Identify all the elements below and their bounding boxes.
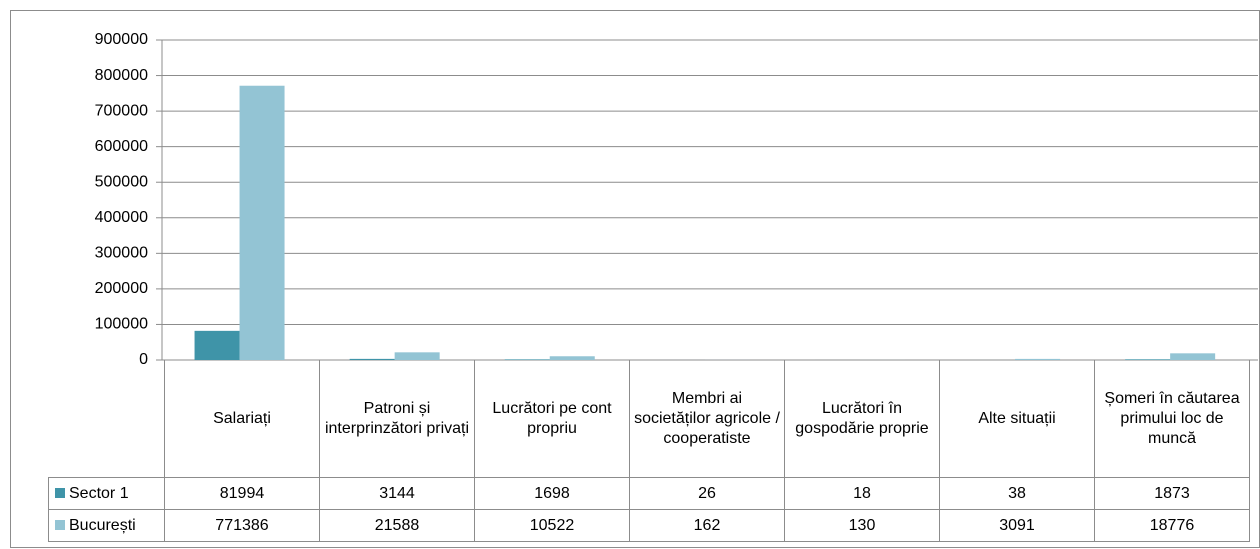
y-tick-label: 800000 xyxy=(95,67,148,84)
series-row: București 771386 21588 10522 162 130 3091 18776 xyxy=(48,509,1250,542)
x-tick-label: Șomeri în căutarea primului loc de muncă xyxy=(1094,360,1250,478)
legend-entry: București xyxy=(48,509,165,542)
table-value: 771386 xyxy=(164,509,320,542)
bar xyxy=(1170,353,1216,360)
table-value: 1698 xyxy=(474,477,630,510)
y-tick-label: 400000 xyxy=(95,209,148,226)
table-value: 3144 xyxy=(319,477,475,510)
table-value: 10522 xyxy=(474,509,630,542)
table-value: 162 xyxy=(629,509,785,542)
y-tick-label: 300000 xyxy=(95,245,148,262)
x-tick-label: Salariați xyxy=(164,360,320,478)
table-value: 18 xyxy=(784,477,940,510)
y-tick-label: 600000 xyxy=(95,138,148,155)
series-row: Sector 1 81994 3144 1698 26 18 38 1873 xyxy=(48,477,1250,510)
table-value: 38 xyxy=(939,477,1095,510)
y-tick-label: 200000 xyxy=(95,280,148,297)
y-tick-label: 500000 xyxy=(95,173,148,190)
bar xyxy=(549,356,595,360)
corner xyxy=(49,360,165,478)
y-tick-label: 0 xyxy=(139,351,148,368)
y-tick-label: 100000 xyxy=(95,316,148,333)
x-tick-label: Lucrători în gospodărie proprie xyxy=(784,360,940,478)
x-tick-label: Patroni și interprinzători privați xyxy=(319,360,475,478)
bar xyxy=(194,330,240,360)
table-value: 81994 xyxy=(164,477,320,510)
bar xyxy=(349,358,395,360)
bar xyxy=(394,352,440,360)
table-value: 21588 xyxy=(319,509,475,542)
table-value: 18776 xyxy=(1094,509,1250,542)
y-tick-label: 900000 xyxy=(95,31,148,48)
legend-label: Sector 1 xyxy=(69,484,129,502)
bar xyxy=(504,359,550,360)
x-tick-label: Alte situații xyxy=(939,360,1095,478)
legend-label: București xyxy=(69,516,136,534)
table-value: 1873 xyxy=(1094,477,1250,510)
data-table: Salariați Patroni și interprinzători priv… xyxy=(48,360,1250,542)
category-row: Salariați Patroni și interprinzători priv… xyxy=(49,360,1250,478)
bar xyxy=(239,85,285,360)
x-tick-label: Lucrători pe cont propriu xyxy=(474,360,630,478)
table-value: 3091 xyxy=(939,509,1095,542)
legend-key xyxy=(55,487,65,498)
bar xyxy=(1125,359,1171,360)
legend-entry: Sector 1 xyxy=(48,477,165,510)
x-tick-label: Membri ai societăților agricole / cooper… xyxy=(629,360,785,478)
legend-key xyxy=(55,519,65,530)
y-tick-label: 700000 xyxy=(95,102,148,119)
table-value: 130 xyxy=(784,509,940,542)
table-value: 26 xyxy=(629,477,785,510)
bar xyxy=(1015,358,1061,360)
